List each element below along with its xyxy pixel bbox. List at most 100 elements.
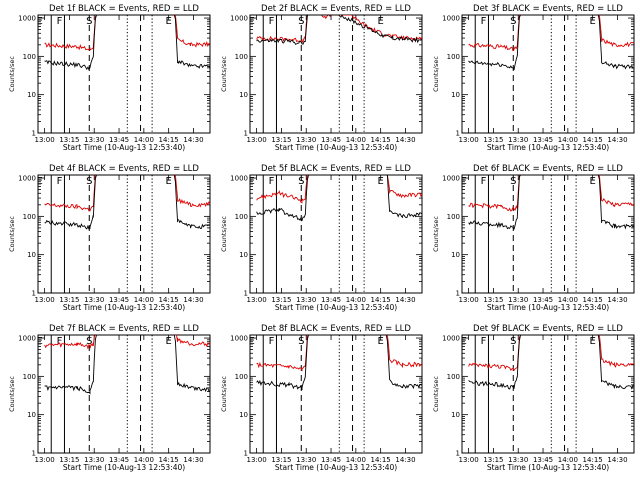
segment-marker: E [589, 176, 595, 187]
chart-title: Det 8f BLACK = Events, RED = LLD [261, 324, 411, 334]
y-axis-label: Counts/sec [8, 376, 16, 412]
y-tick-label: 100 [447, 373, 460, 381]
x-tick-label: 14:15 [583, 456, 603, 464]
series-events-line [256, 335, 422, 391]
segment-marker: E [248, 336, 254, 347]
x-tick-label: 13:15 [271, 136, 291, 144]
x-tick-label: 13:00 [35, 456, 55, 464]
y-tick-label: 100 [235, 373, 248, 381]
x-tick-label: 14:15 [159, 296, 179, 304]
y-tick-label: 10 [239, 91, 248, 99]
x-tick-label: 14:30 [607, 456, 627, 464]
segment-marker: E [377, 176, 383, 187]
series-group [256, 15, 422, 45]
x-tick-label: 13:15 [483, 296, 503, 304]
x-tick-label: 13:15 [271, 296, 291, 304]
series-events-line [256, 175, 422, 222]
x-tick-label: 14:15 [371, 296, 391, 304]
x-tick-label: 14:30 [183, 136, 203, 144]
chart-panel-5: Det 5f BLACK = Events, RED = LLD 1 10 100 10… [220, 164, 423, 312]
x-tick-label: 14:15 [159, 136, 179, 144]
chart-panel-9: Det 9f BLACK = Events, RED = LLD 1 10 100 10… [432, 324, 635, 472]
y-tick-label: 100 [235, 53, 248, 61]
x-tick-label: 14:15 [583, 296, 603, 304]
series-group [468, 15, 634, 71]
series-lld-line [44, 15, 210, 51]
y-tick-label: 1000 [230, 335, 248, 343]
y-tick-label: 1 [456, 290, 460, 298]
segment-marker: E [165, 336, 171, 347]
x-tick-label: 13:45 [533, 136, 553, 144]
segment-marker: S [298, 16, 304, 27]
segment-marker: E [589, 336, 595, 347]
x-tick-label: 13:30 [84, 296, 104, 304]
series-events-line [44, 175, 210, 230]
y-tick-label: 100 [447, 213, 460, 221]
x-tick-label: 13:30 [84, 456, 104, 464]
y-axis-label: Counts/sec [8, 56, 16, 92]
series-group [44, 175, 210, 230]
x-tick-label: 14:15 [583, 136, 603, 144]
series-lld-line [44, 335, 210, 350]
x-tick-label: 14:30 [607, 136, 627, 144]
x-tick-label: 14:00 [558, 456, 578, 464]
marker-lines [474, 15, 577, 133]
y-tick-label: 1 [244, 130, 248, 138]
x-tick-label: 13:15 [59, 136, 79, 144]
chart-title: Det 7f BLACK = Events, RED = LLD [49, 324, 199, 334]
series-events-line [44, 335, 210, 395]
y-tick-label: 1000 [442, 175, 460, 183]
segment-marker: E [165, 176, 171, 187]
series-lld-line [256, 175, 422, 204]
segment-marker: F [269, 336, 275, 347]
x-tick-label: 14:30 [395, 296, 415, 304]
y-tick-label: 1 [32, 450, 36, 458]
segment-marker: F [481, 176, 487, 187]
y-tick-label: 1 [32, 130, 36, 138]
chart-title: Det 6f BLACK = Events, RED = LLD [473, 164, 623, 174]
x-tick-label: 14:00 [134, 136, 154, 144]
y-tick-label: 1 [456, 130, 460, 138]
series-group [256, 335, 422, 391]
marker-lines [262, 15, 365, 133]
chart-title: Det 9f BLACK = Events, RED = LLD [473, 324, 623, 334]
x-tick-label: 14:15 [371, 456, 391, 464]
x-tick-label: 13:45 [533, 456, 553, 464]
x-tick-label: 13:00 [459, 136, 479, 144]
y-axis-label: Counts/sec [432, 56, 440, 92]
series-lld-line [256, 15, 422, 44]
series-events-line [468, 335, 634, 390]
chart-panel-7: Det 7f BLACK = Events, RED = LLD 1 10 100 10… [8, 324, 211, 472]
x-tick-label: 13:15 [483, 456, 503, 464]
y-tick-label: 1 [244, 450, 248, 458]
marker-lines [50, 175, 153, 293]
marker-lines [262, 335, 365, 453]
segment-marker: F [481, 336, 487, 347]
x-tick-label: 13:45 [321, 296, 341, 304]
chart-title: Det 4f BLACK = Events, RED = LLD [49, 164, 199, 174]
x-tick-label: 13:15 [59, 456, 79, 464]
series-events-line [44, 15, 210, 71]
x-tick-label: 14:15 [159, 456, 179, 464]
x-axis-label: Start Time (10-Aug-13 12:53:40) [487, 143, 609, 152]
x-tick-label: 13:00 [247, 296, 267, 304]
y-axis-label: Counts/sec [220, 376, 228, 412]
x-axis-label: Start Time (10-Aug-13 12:53:40) [63, 143, 185, 152]
y-tick-label: 1000 [230, 175, 248, 183]
plot-frame [249, 334, 423, 454]
x-tick-label: 13:00 [247, 136, 267, 144]
series-group [468, 335, 634, 390]
series-group [468, 175, 634, 230]
x-tick-label: 13:00 [459, 296, 479, 304]
x-tick-label: 14:00 [346, 296, 366, 304]
x-tick-label: 13:30 [296, 456, 316, 464]
y-axis-label: Counts/sec [220, 216, 228, 252]
y-tick-label: 100 [235, 213, 248, 221]
chart-title: Det 5f BLACK = Events, RED = LLD [261, 164, 411, 174]
series-group [44, 15, 210, 71]
x-tick-label: 14:00 [134, 456, 154, 464]
x-tick-label: 13:30 [296, 136, 316, 144]
series-lld-line [468, 175, 634, 212]
segment-marker: E [460, 336, 466, 347]
